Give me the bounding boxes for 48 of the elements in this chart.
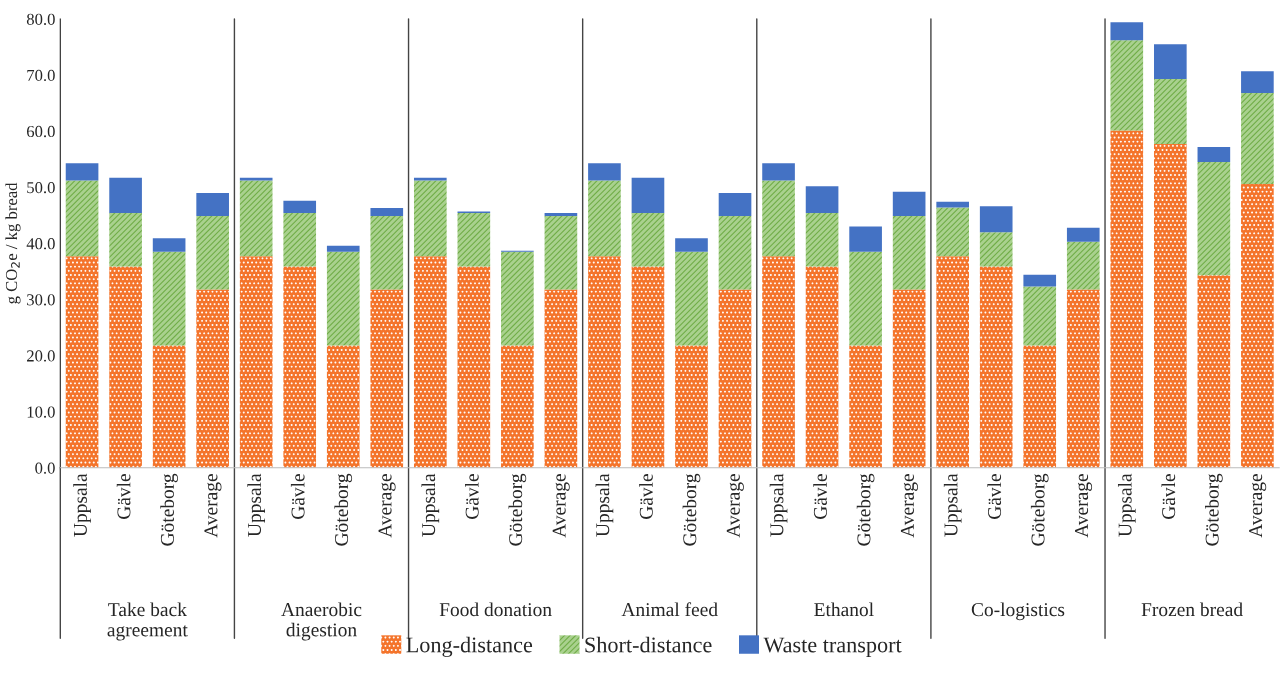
text: Anaerobic digestion [281,602,362,641]
x-tick-label: Göteborg [1030,473,1049,546]
y-tick-label: 60.0 [26,125,55,138]
text: Take back agreement [107,602,188,641]
x-tick-label: Average [552,474,570,538]
x-tick-label: Uppsala [1117,473,1136,537]
x-tick-label: Average [1075,474,1093,538]
y-tick-label: 80.0 [26,13,55,25]
x-tick-label: Average [1249,474,1267,538]
x-tick-label: Göteborg [1205,473,1223,546]
x-tick-label: Uppsala [421,473,440,537]
text: Ethanol [814,602,874,617]
x-tick-label: Göteborg [508,473,527,546]
x-tick-label: Uppsala [247,473,265,537]
x-tick-label: Uppsala [595,473,614,537]
x-tick-label: Uppsala [769,473,788,537]
x-tick-label: Uppsala [943,473,962,537]
x-tick-label: Gävle [290,474,305,519]
legend-label: Long-distance [406,636,533,657]
x-tick-label: Gävle [465,474,479,519]
x-tick-label: Göteborg [160,473,178,546]
x-tick-label: Gävle [1161,474,1176,519]
x-tick-label: Average [204,474,222,538]
x-tick-label: Göteborg [682,473,701,546]
text: Co-logistics [971,602,1065,621]
x-tick-label: Average [726,474,744,538]
y-axis-title: g CO$_{2}$e / kg bread [5,182,21,304]
x-tick-label: Uppsala [73,473,91,537]
legend-label: Short-distance [585,636,712,653]
x-tick-label: Gävle [987,474,1002,519]
y-tick-label: 20.0 [27,350,55,362]
y-tick-label: 40.0 [26,238,55,250]
text: Frozen bread [1141,602,1243,617]
x-tick-label: Gävle [639,474,653,519]
legend-label: Waste transport [763,637,902,657]
x-tick-label: Gävle [813,474,827,519]
x-tick-label: Göteborg [334,473,353,546]
x-tick-label: Average [900,474,918,538]
x-tick-label: Göteborg [856,473,875,546]
y-tick-label: 50.0 [27,181,55,194]
y-tick-label: 70.0 [27,69,55,82]
y-tick-label: 0.0 [35,462,55,474]
y-tick-label: 30.0 [27,294,55,306]
text: Food donation [439,602,552,617]
x-tick-label: Gävle [116,474,131,519]
text: Animal feed [621,602,718,617]
y-tick-label: 10.0 [27,406,55,418]
x-tick-label: Average [378,474,396,538]
